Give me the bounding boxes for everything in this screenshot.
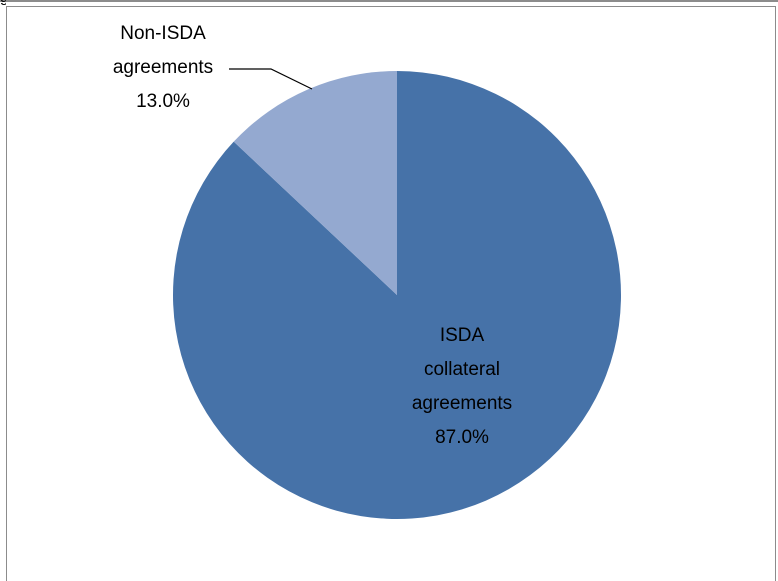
pie-slice-non-isda — [233, 71, 397, 295]
leader-line — [229, 68, 313, 90]
pie-slice-isda — [172, 71, 621, 519]
slice-label-line: collateral — [424, 359, 500, 380]
slice-percent-label: 87.0% — [435, 427, 489, 448]
slice-label-line: ISDA — [440, 325, 485, 346]
slice-label-line: agreements — [412, 393, 512, 414]
slice-label-line: agreements — [113, 57, 213, 78]
top-rule — [0, 0, 778, 2]
data-label-isda: ISDA collateral agreements 87.0% — [412, 325, 512, 448]
data-label-non-isda: Non-ISDA agreements 13.0% — [113, 23, 213, 112]
cropped-title-glyph: g — [0, 0, 6, 5]
slice-percent-label: 13.0% — [136, 91, 190, 112]
pie-slices — [172, 71, 621, 519]
slice-label-line: Non-ISDA — [120, 23, 206, 44]
